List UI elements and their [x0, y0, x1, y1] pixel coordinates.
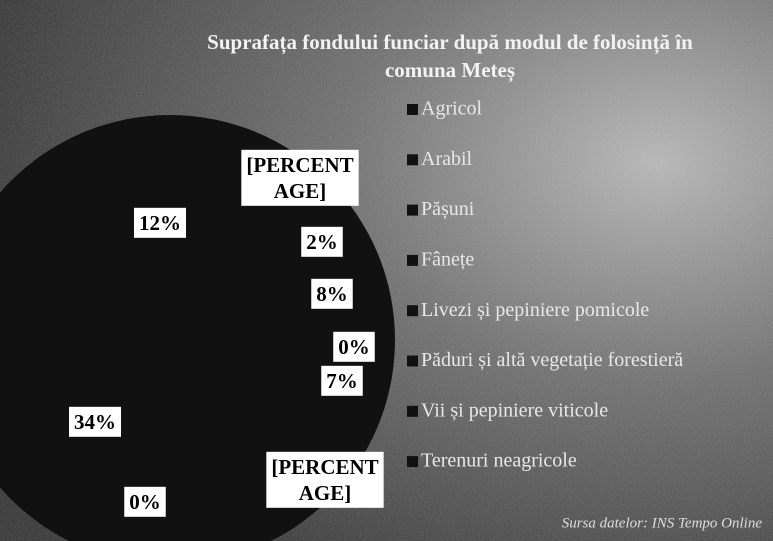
data-label: 0%: [333, 331, 375, 362]
label-text: AGE]: [274, 179, 327, 203]
label-box: [134, 207, 186, 238]
legend-label: Pășuni: [421, 198, 475, 220]
data-label: 8%: [311, 278, 353, 309]
label-text: [PERCENT: [246, 153, 353, 177]
legend-marker: [407, 456, 418, 468]
legend-marker: [407, 154, 418, 166]
legend-label: Agricol: [421, 98, 483, 120]
label-text: 0%: [338, 335, 370, 359]
legend-marker: [407, 355, 418, 367]
data-label: 0%: [124, 486, 166, 517]
label-box: [266, 451, 384, 508]
data-label: 7%: [321, 365, 363, 396]
label-text: 2%: [306, 230, 338, 254]
legend-label: Arabil: [421, 148, 473, 170]
legend-label: Fânețe: [421, 248, 474, 270]
data-label: 34%: [69, 406, 121, 437]
chart-title: Suprafața fondului funciar după modul de…: [207, 30, 693, 55]
label-box: [311, 278, 353, 309]
legend-label: Terenuri neagricole: [421, 450, 577, 472]
legend-marker: [407, 254, 418, 266]
data-label: 12%: [134, 207, 186, 238]
label-box: [333, 331, 375, 362]
data-label: 2%: [301, 226, 343, 257]
legend-label: Vii și pepiniere viticole: [421, 399, 608, 421]
label-box: [69, 406, 121, 437]
legend-marker: [407, 405, 418, 417]
label-box: [241, 149, 359, 206]
label-box: [301, 226, 343, 257]
legend-marker: [407, 305, 418, 317]
source-note: Sursa datelor: INS Tempo Online: [562, 515, 763, 531]
legend-marker: [407, 204, 418, 216]
label-text: AGE]: [299, 481, 352, 505]
legend-label: Livezi și pepiniere pomicole: [421, 299, 649, 321]
legend-label: Păduri și altă vegetație forestieră: [421, 349, 683, 371]
label-box: [321, 365, 363, 396]
chart-title: comuna Meteș: [385, 58, 515, 83]
label-text: 8%: [316, 282, 348, 306]
label-box: [124, 486, 166, 517]
label-text: 12%: [139, 211, 181, 235]
label-text: [PERCENT: [271, 455, 378, 479]
label-text: 0%: [129, 490, 161, 514]
label-text: 7%: [326, 369, 358, 393]
legend: Agricol Arabil Pășuni Fânețe Livezi și pepin…: [407, 98, 683, 472]
legend-marker: [407, 104, 418, 115]
label-text: 34%: [74, 410, 116, 434]
